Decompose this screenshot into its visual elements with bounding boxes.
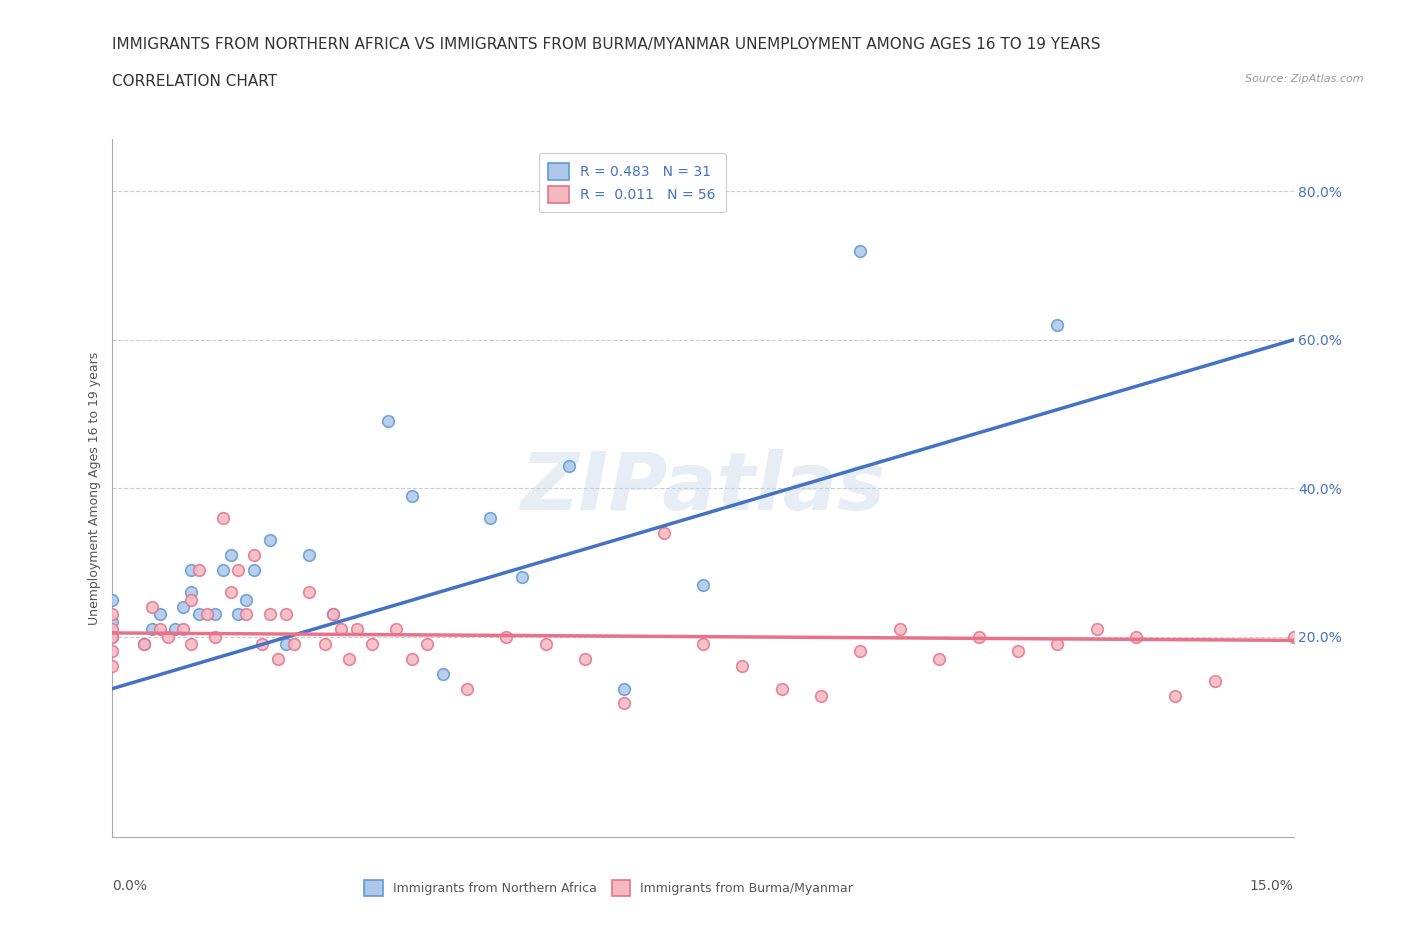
Text: 0.0%: 0.0%	[112, 879, 148, 893]
Point	[132, 637, 155, 652]
Point	[180, 637, 202, 652]
Point	[165, 622, 187, 637]
Point	[101, 592, 124, 607]
Text: Source: ZipAtlas.com: Source: ZipAtlas.com	[1246, 74, 1364, 85]
Point	[274, 607, 297, 622]
Text: 15.0%: 15.0%	[1250, 879, 1294, 893]
Point	[283, 637, 305, 652]
Point	[250, 637, 273, 652]
Point	[322, 607, 344, 622]
Point	[810, 688, 832, 703]
Point	[432, 666, 454, 681]
Point	[149, 622, 172, 637]
Point	[574, 652, 596, 667]
Point	[274, 637, 297, 652]
Point	[377, 414, 399, 429]
Point	[1125, 630, 1147, 644]
Point	[322, 607, 344, 622]
Point	[172, 600, 194, 615]
Point	[329, 622, 352, 637]
Point	[385, 622, 408, 637]
Point	[235, 592, 257, 607]
Point	[211, 511, 233, 525]
Point	[928, 652, 950, 667]
Point	[416, 637, 439, 652]
Point	[228, 563, 250, 578]
Point	[101, 615, 124, 630]
Text: CORRELATION CHART: CORRELATION CHART	[112, 74, 277, 89]
Point	[510, 570, 533, 585]
Point	[259, 533, 281, 548]
Point	[337, 652, 360, 667]
Point	[180, 592, 202, 607]
Point	[558, 458, 581, 473]
Point	[534, 637, 557, 652]
Point	[243, 548, 266, 563]
Point	[1007, 644, 1029, 659]
Point	[219, 548, 242, 563]
Point	[172, 622, 194, 637]
Point	[101, 607, 124, 622]
Point	[613, 681, 636, 696]
Point	[1282, 630, 1305, 644]
Point	[219, 585, 242, 600]
Point	[314, 637, 336, 652]
Point	[456, 681, 478, 696]
Text: IMMIGRANTS FROM NORTHERN AFRICA VS IMMIGRANTS FROM BURMA/MYANMAR UNEMPLOYMENT AM: IMMIGRANTS FROM NORTHERN AFRICA VS IMMIG…	[112, 37, 1101, 52]
Point	[613, 696, 636, 711]
Point	[132, 637, 155, 652]
Point	[180, 585, 202, 600]
Point	[204, 630, 226, 644]
Point	[141, 622, 163, 637]
Point	[101, 630, 124, 644]
Point	[495, 630, 517, 644]
Point	[770, 681, 793, 696]
Point	[204, 607, 226, 622]
Point	[731, 658, 754, 673]
Point	[141, 600, 163, 615]
Point	[1046, 637, 1069, 652]
Point	[1164, 688, 1187, 703]
Text: ZIPatlas: ZIPatlas	[520, 449, 886, 527]
Point	[298, 548, 321, 563]
Point	[156, 630, 179, 644]
Point	[692, 637, 714, 652]
Point	[228, 607, 250, 622]
Point	[692, 578, 714, 592]
Point	[235, 607, 257, 622]
Point	[267, 652, 290, 667]
Point	[479, 511, 502, 525]
Legend: Immigrants from Northern Africa, Immigrants from Burma/Myanmar: Immigrants from Northern Africa, Immigra…	[359, 875, 858, 900]
Point	[243, 563, 266, 578]
Point	[889, 622, 911, 637]
Point	[346, 622, 368, 637]
Point	[188, 563, 211, 578]
Point	[849, 244, 872, 259]
Point	[180, 563, 202, 578]
Point	[652, 525, 675, 540]
Point	[211, 563, 233, 578]
Point	[101, 658, 124, 673]
Point	[361, 637, 384, 652]
Point	[1204, 673, 1226, 688]
Point	[849, 644, 872, 659]
Point	[195, 607, 218, 622]
Point	[1085, 622, 1108, 637]
Point	[967, 630, 990, 644]
Point	[401, 652, 423, 667]
Point	[101, 622, 124, 637]
Point	[401, 488, 423, 503]
Point	[188, 607, 211, 622]
Y-axis label: Unemployment Among Ages 16 to 19 years: Unemployment Among Ages 16 to 19 years	[89, 352, 101, 625]
Point	[298, 585, 321, 600]
Point	[149, 607, 172, 622]
Point	[101, 644, 124, 659]
Point	[101, 630, 124, 644]
Point	[1046, 317, 1069, 332]
Point	[259, 607, 281, 622]
